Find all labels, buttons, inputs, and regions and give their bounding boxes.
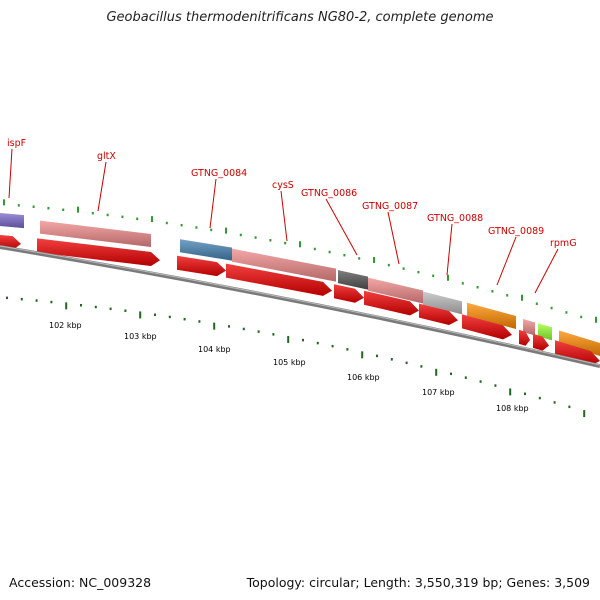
cds-arrow-track — [0, 235, 600, 366]
cds-arrow-shade — [462, 314, 512, 340]
gene-block-shade — [467, 302, 516, 330]
scale-label-104: 104 kbp — [198, 345, 231, 354]
scale-label-102: 102 kbp — [49, 321, 82, 330]
accession-label: Accession: NC_009328 — [9, 575, 152, 590]
gene-labels: ispF gltX GTNG_0084 cysS GTNG_0086 GTNG_… — [7, 138, 577, 249]
gene-label-cysS: cysS — [272, 180, 294, 191]
gene-label-rpmG: rpmG — [550, 238, 577, 249]
gene-label-GTNG_0088: GTNG_0088 — [427, 213, 483, 224]
gene-feature-track — [0, 213, 600, 356]
gene-block-shade — [538, 323, 552, 341]
gene-block-shade — [0, 213, 24, 229]
genome-title: Geobacillus thermodenitrificans NG80-2, … — [106, 10, 494, 25]
scale-label-103: 103 kbp — [124, 332, 157, 341]
scale-label-107: 107 kbp — [422, 388, 455, 397]
upper-tick-arc — [3, 199, 597, 323]
gene-label-GTNG_0084: GTNG_0084 — [191, 168, 247, 179]
genome-backbone-highlight — [0, 245, 600, 366]
scale-label-108: 108 kbp — [496, 404, 529, 413]
label-connector — [387, 211, 400, 265]
gene-label-ispF: ispF — [7, 138, 26, 149]
gene-label-connectors — [8, 148, 559, 294]
label-connector — [97, 161, 107, 212]
cds-arrow-shade — [37, 238, 160, 266]
cds-arrow-shade — [177, 255, 226, 277]
gene-block-shade — [559, 330, 600, 356]
scale-tick-arc — [6, 296, 586, 418]
gene-label-GTNG_0089: GTNG_0089 — [488, 226, 544, 237]
cds-arrow-shade — [533, 333, 549, 351]
genome-summary: Topology: circular; Length: 3,550,319 bp… — [246, 575, 590, 590]
label-connector — [534, 248, 559, 294]
gene-block-shade — [523, 319, 535, 336]
scale-labels: 102 kbp 103 kbp 104 kbp 105 kbp 106 kbp … — [49, 321, 529, 413]
label-connector — [8, 148, 13, 199]
label-connector — [325, 198, 358, 256]
gene-block-shade — [423, 291, 462, 315]
gene-block-shade — [40, 220, 151, 247]
cds-arrow-shade — [334, 284, 364, 303]
gene-block-shade — [338, 270, 368, 290]
label-connector — [209, 178, 217, 229]
gene-block-shade — [232, 248, 336, 282]
gene-label-GTNG_0086: GTNG_0086 — [301, 188, 357, 199]
gene-label-GTNG_0087: GTNG_0087 — [362, 201, 418, 212]
cds-arrow-shade — [364, 290, 419, 316]
gene-block-shade — [180, 239, 232, 261]
scale-label-105: 105 kbp — [273, 358, 306, 367]
gene-label-gltX: gltX — [97, 151, 116, 162]
label-connector — [446, 223, 453, 276]
genome-backbone — [0, 245, 600, 368]
cds-arrow-shade — [419, 303, 458, 326]
cds-arrow-shade — [226, 263, 332, 296]
label-connector — [496, 236, 517, 286]
scale-label-106: 106 kbp — [347, 373, 380, 382]
gene-block-shade — [368, 277, 423, 304]
label-connector — [280, 190, 288, 242]
cds-arrow-shade — [555, 340, 600, 366]
cds-arrow-shade — [519, 329, 530, 346]
